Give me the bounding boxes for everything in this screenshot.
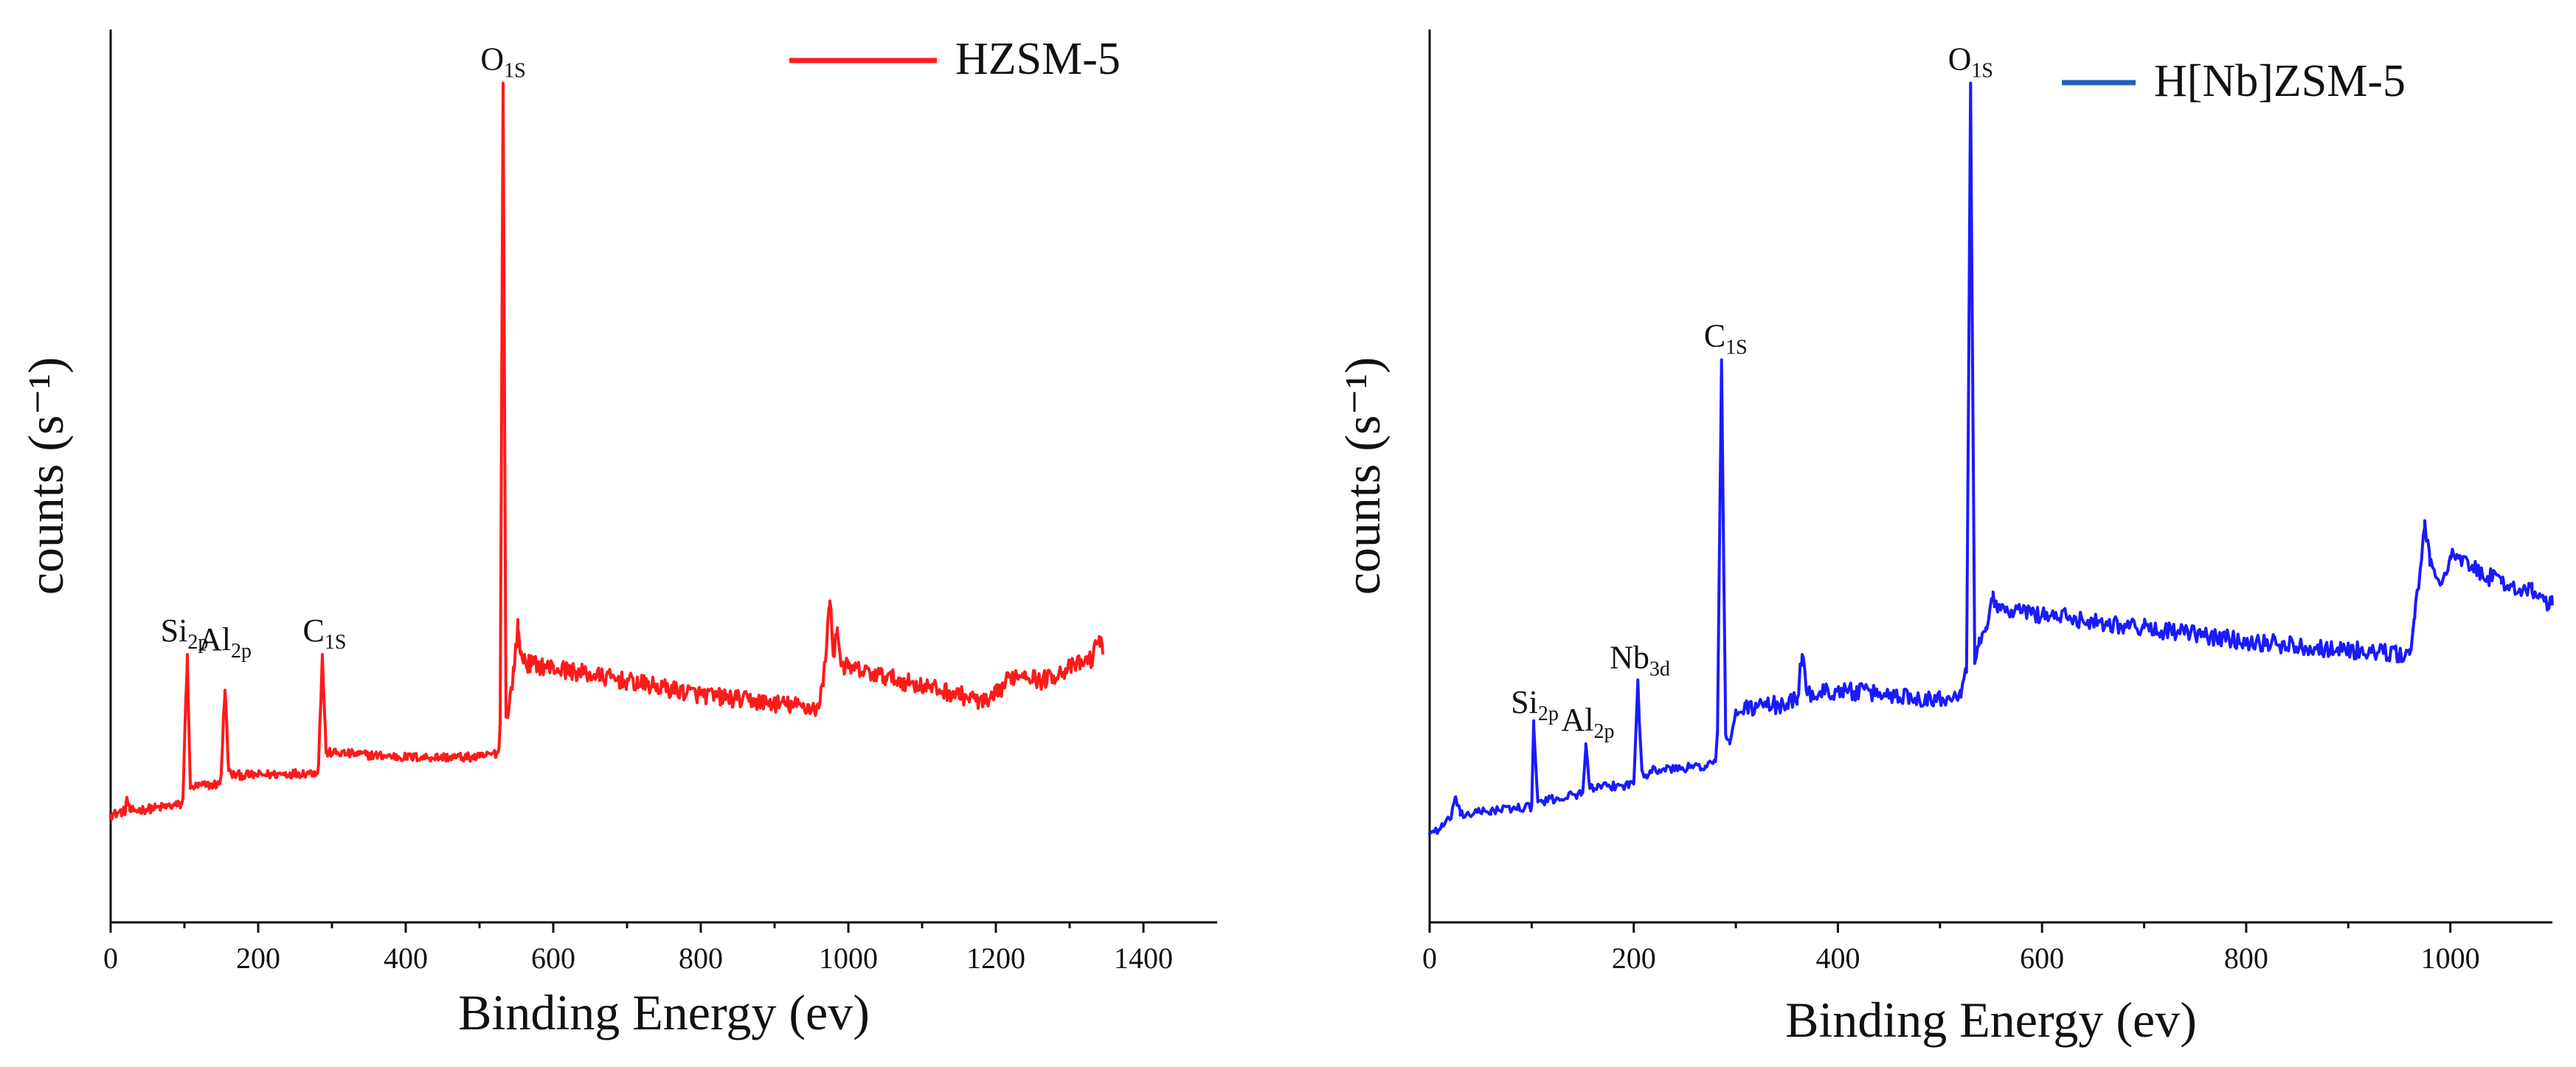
- x-axis-title: Binding Energy (ev): [1785, 992, 2197, 1048]
- peak-label-si2p: Si2p: [1511, 684, 1559, 725]
- peak-label-c1s: C1S: [303, 612, 347, 654]
- y-axis-title: counts (s⁻¹): [18, 357, 74, 595]
- x-tick-label-600: 600: [531, 942, 575, 975]
- x-tick-label-0: 0: [1422, 942, 1437, 975]
- x-tick-label-200: 200: [236, 942, 280, 975]
- x-axis-title: Binding Energy (ev): [458, 984, 870, 1040]
- x-tick-label-400: 400: [384, 942, 428, 975]
- y-axis-title: counts (s⁻¹): [1334, 357, 1391, 595]
- series-line-hzsm-5: [109, 81, 1104, 821]
- x-tick-label-1400: 1400: [1114, 942, 1173, 975]
- chart-panel-2: 0 200 400 600 800 1000 Binding Energy (ev) coun…: [1334, 30, 2554, 1048]
- legend-label: HZSM-5: [955, 34, 1121, 84]
- x-tick-label-1000: 1000: [819, 942, 878, 975]
- peak-label-al2p: Al2p: [198, 621, 252, 663]
- chart-panel-1: 0 200 400 600 800 1000 1200 1400 Binding Energy …: [18, 30, 1217, 1040]
- x-tick-label-0: 0: [103, 942, 118, 975]
- x-tick-label-800: 800: [679, 942, 723, 975]
- peak-label-si2p: Si2p: [161, 612, 209, 654]
- x-tick-label-1000: 1000: [2421, 942, 2480, 975]
- legend-label: H[Nb]ZSM-5: [2154, 56, 2406, 106]
- x-tick-label-800: 800: [2224, 942, 2268, 975]
- peak-label-al2p: Al2p: [1561, 702, 1614, 743]
- peak-label-o1s: O1S: [480, 41, 525, 83]
- peak-label-nb3d: Nb3d: [1610, 639, 1670, 680]
- x-tick-label-1200: 1200: [966, 942, 1025, 975]
- peak-label-o1s: O1S: [1948, 41, 1993, 83]
- peak-label-c1s: C1S: [1704, 318, 1748, 359]
- x-tick-label-200: 200: [1612, 942, 1656, 975]
- x-tick-label-600: 600: [2020, 942, 2064, 975]
- series-line-h-nb-zsm-5: [1428, 81, 2554, 835]
- x-tick-label-400: 400: [1815, 942, 1860, 975]
